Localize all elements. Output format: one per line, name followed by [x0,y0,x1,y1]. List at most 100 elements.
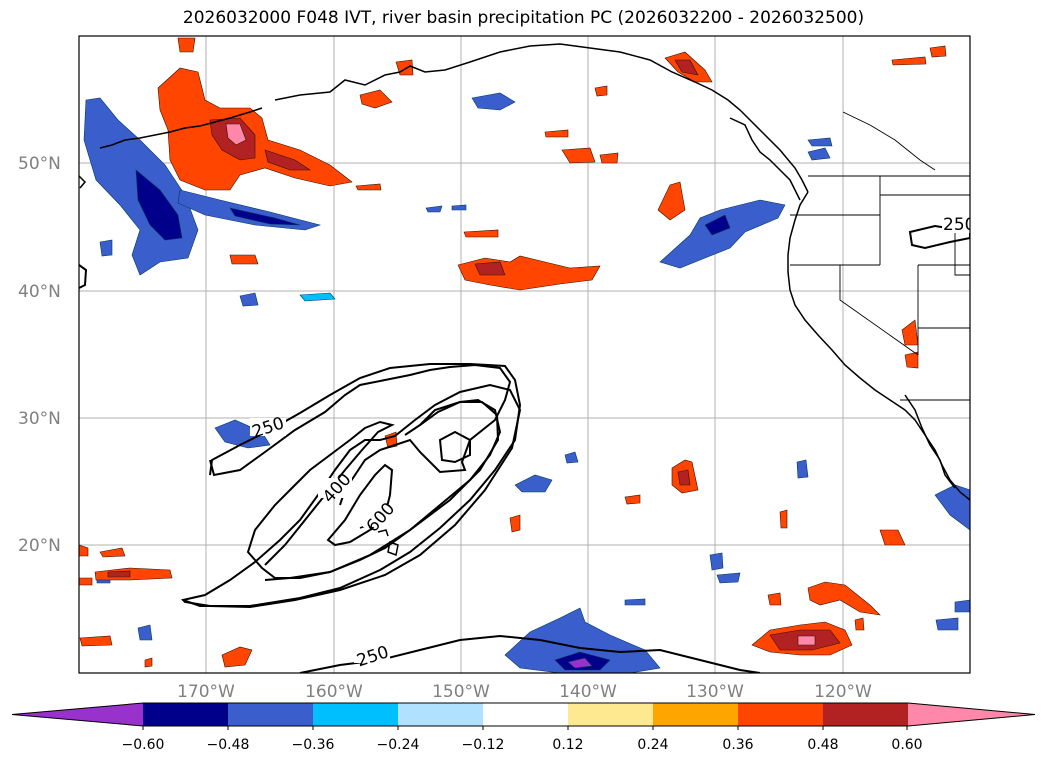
neg-patch-ne-small [471,92,516,111]
ivt-contours [79,224,970,673]
pos-patch-small-u [854,617,865,631]
colorbar-segment [483,703,568,726]
bc-islands [729,117,801,201]
neg-patch-sw-coast [934,484,970,531]
colorbar-extend-low [12,703,143,726]
neg-patch-small7 [796,459,809,479]
pos-patch-small-k [779,509,788,529]
pos-patch-mid-east-core [677,469,691,486]
neg-patch-south-center [567,657,593,669]
lat-labels: 50°N 40°N 30°N 20°N [18,154,61,556]
lat-label-40n: 40°N [18,282,61,302]
colorbar-tick-label: 0.60 [891,737,922,753]
pos-patch-small-h [904,351,919,369]
colorbar-segment [823,703,908,726]
lon-labels: 170°W 160°W 150°W 140°W 130°W 120°W [177,682,872,702]
positive-pc-patches [79,37,947,668]
contour-label-400: 400 [319,470,356,507]
aleutian-islands [99,107,263,149]
alaska-coast [274,43,809,193]
neg-patch-mid [214,419,271,449]
colorbar-tick-label: −0.60 [122,737,165,753]
pos-patch-nw-streak [264,149,311,171]
neg-patch-small8 [935,617,959,631]
neg-patch-small5 [709,552,724,571]
lon-label-140w: 140°W [559,682,617,702]
lon-label-150w: 150°W [432,682,490,702]
coast-sw-left [79,175,87,189]
colorbar-tick-label: −0.48 [207,737,250,753]
pos-patch-small-q [544,129,569,138]
pos-patch-small-b [561,147,596,164]
coastlines [79,43,970,557]
neg-patch-mid2 [514,474,553,493]
pos-patch-small-p [355,183,382,191]
colorbar-segment [313,703,398,726]
neg-patch-small15 [564,451,579,464]
contour-label-group: 250 400 600 250 250 [250,215,975,671]
canada-inland [842,111,936,171]
colorbar-segment [568,703,653,726]
pos-patch-small-f [879,529,906,546]
utah-border [918,264,970,329]
colorbar-segment [653,703,738,726]
neg-patch-small13 [624,598,646,606]
pos-patch-small-l [509,514,521,533]
colorbar-tick-label: 0.24 [637,737,668,753]
neg-patch-small9 [99,239,113,257]
pos-patch-nw-top [177,37,196,53]
lat-label-20n: 20°N [18,536,61,556]
neg-patch-south [504,607,661,673]
colorbar-segment [398,703,483,726]
pos-patch-small-c [463,229,499,238]
neg-patch-coast-45n-core [704,214,731,236]
negative-pc-patches [83,92,970,673]
pos-patch-se-2 [807,581,881,616]
contour-label-250-c: 250 [943,215,975,235]
wyoming-border [954,230,970,276]
lat-label-30n: 30°N [18,409,61,429]
neg-patch-nw-core [135,169,183,241]
pos-patch-ne-coast2-core [674,59,699,76]
lon-label-130w: 130°W [686,682,744,702]
pos-patch-sw-1-core [107,570,131,578]
ivt-contour-250-sw-edge [79,264,88,289]
pos-patch-sw-4 [99,547,126,558]
pos-patch-small-o [594,85,608,97]
pos-patch-sw-3 [221,646,253,668]
neg-patch-small12 [451,204,467,211]
neg-patch-small4 [807,147,831,161]
neg-patch-nw-streak-core [229,207,301,226]
pos-patch-small-n [624,494,641,505]
ivt-contour-400-inner [264,401,500,581]
ivt-contour-600-inner-north [438,430,471,464]
neg-patch-small1 [299,292,336,302]
pos-patch-se-peak [797,635,816,646]
pos-patch-sw-2 [79,635,113,647]
colorbar-segment [228,703,313,726]
pos-patch-central-core [474,261,506,276]
pos-patch-small-g [901,319,919,346]
colorbar-tick-label: −0.24 [377,737,420,753]
neg-patch-small11 [425,205,443,213]
lon-label-160w: 160°W [305,682,363,702]
neg-patch-small2 [239,292,259,307]
colorbar-segment [143,703,228,726]
lon-label-120w: 120°W [814,682,872,702]
lat-label-50n: 50°N [18,154,61,174]
us-west-coast [787,191,970,501]
ivt-contour-600 [326,463,394,547]
pos-patch-ne-coast [657,181,686,221]
neg-patch-small6 [716,572,741,584]
pos-patch-small-e [891,56,927,66]
ivt-contour-250-north [209,363,512,506]
ivt-contour-250-outer [181,383,522,609]
plot-frame [78,35,971,674]
colorbar-extend-high [908,703,1035,726]
ivt-contour-250-main [182,363,522,607]
neg-patch-small3 [807,137,833,147]
neg-patch-small10 [137,624,153,641]
colorbar-tick-label: −0.12 [462,737,505,753]
pos-patch-small-t [929,45,947,58]
